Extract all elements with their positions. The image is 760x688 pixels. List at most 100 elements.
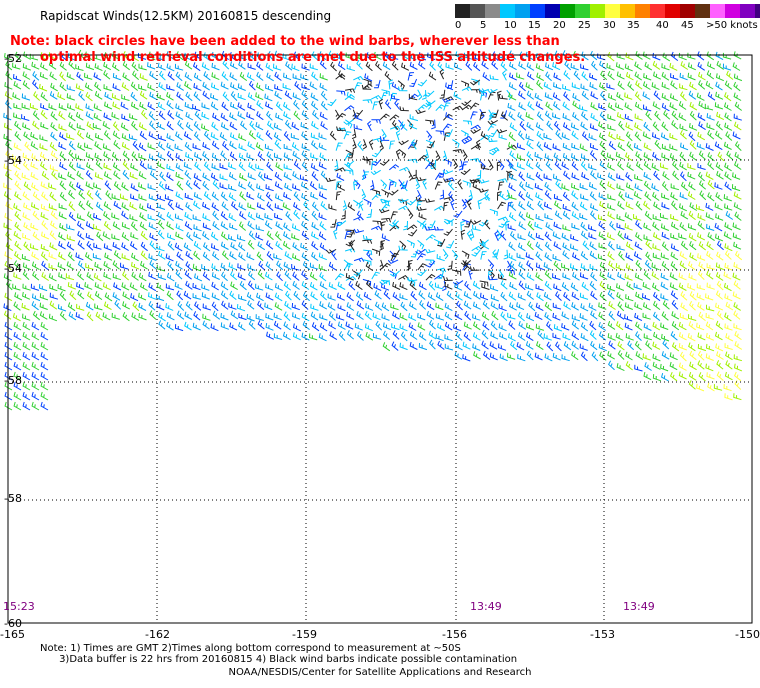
wind-barb — [139, 130, 148, 141]
wind-barb — [166, 321, 174, 331]
wind-barb — [352, 139, 357, 150]
wind-barb — [283, 172, 292, 181]
wind-barb — [85, 162, 94, 171]
wind-barb — [616, 363, 625, 372]
wind-barb — [239, 172, 248, 181]
wind-barb — [76, 123, 85, 131]
wind-barb — [336, 172, 345, 181]
wind-barb — [392, 219, 399, 230]
wind-barb — [535, 161, 543, 172]
wind-barb — [222, 141, 230, 151]
wind-barb — [535, 101, 544, 110]
wind-barb — [113, 250, 122, 260]
wind-barb — [643, 142, 652, 151]
wind-barb — [543, 201, 553, 210]
wind-barb — [85, 221, 94, 230]
wind-barb — [85, 263, 94, 270]
wind-barb — [284, 300, 292, 310]
wind-barb — [177, 301, 185, 311]
wind-barb — [212, 221, 220, 231]
wind-barb — [230, 101, 239, 110]
wind-barb — [671, 200, 678, 211]
wind-barb — [526, 240, 534, 251]
wind-barb — [552, 231, 561, 240]
wind-barb — [390, 270, 400, 277]
wind-barb — [371, 158, 382, 167]
wind-barb — [724, 293, 733, 302]
wind-barb — [247, 102, 256, 111]
wind-barb — [472, 301, 481, 310]
wind-barb — [157, 250, 166, 260]
wind-barb — [642, 81, 651, 90]
wind-barb — [615, 151, 624, 160]
wind-barb — [580, 83, 589, 91]
wind-barb — [392, 292, 401, 302]
wind-barb — [96, 231, 104, 242]
wind-barb — [544, 190, 552, 200]
wind-barb — [661, 71, 670, 81]
wind-barb — [23, 181, 32, 191]
wind-barb — [671, 311, 680, 320]
wind-barb — [167, 260, 175, 271]
wind-barb — [40, 161, 48, 171]
wind-barb — [166, 172, 174, 182]
wind-barb — [525, 82, 534, 91]
wind-barb — [439, 68, 445, 80]
wind-barb — [598, 103, 607, 111]
wind-barb — [104, 91, 113, 101]
wind-barb — [500, 61, 508, 71]
wind-barb — [707, 192, 715, 202]
wind-barb — [706, 122, 715, 131]
wind-barb — [311, 201, 319, 212]
wind-barb — [382, 322, 392, 331]
wind-barb — [338, 331, 346, 341]
wind-barb — [661, 152, 670, 161]
wind-barb — [325, 248, 337, 254]
wind-barb — [273, 122, 282, 131]
wind-barb — [230, 82, 239, 91]
wind-barb — [415, 196, 426, 202]
wind-barb — [687, 283, 696, 291]
wind-barb — [22, 401, 31, 411]
wind-barb — [589, 263, 598, 271]
wind-barb — [642, 131, 651, 140]
wind-barb — [715, 271, 724, 281]
wind-barb — [112, 162, 121, 172]
wind-barb — [536, 141, 544, 152]
wind-barb — [733, 121, 742, 131]
wind-barb — [589, 330, 597, 340]
wind-barb — [670, 233, 679, 240]
wind-barb — [679, 192, 688, 200]
wind-barb — [397, 86, 408, 92]
wind-barb — [526, 313, 535, 322]
wind-barb — [39, 143, 48, 151]
wind-barb — [337, 182, 346, 191]
wind-barb — [229, 140, 237, 150]
wind-barb — [228, 302, 237, 310]
wind-barb — [65, 273, 75, 281]
wind-barb — [652, 321, 661, 331]
wind-barb — [175, 131, 183, 141]
wind-barb — [239, 280, 247, 291]
wind-barb — [85, 170, 93, 180]
wind-barb — [724, 312, 732, 322]
wind-barb — [617, 341, 625, 351]
wind-barb — [301, 312, 310, 322]
wind-barb — [570, 234, 579, 242]
wind-barb — [86, 271, 94, 281]
wind-barb — [175, 111, 184, 121]
wind-barb — [570, 243, 579, 251]
warning-note-line-1: Note: black circles have been added to t… — [10, 34, 560, 49]
wind-barb — [192, 143, 201, 151]
wind-barb — [48, 182, 57, 190]
wind-barb — [59, 132, 67, 141]
wind-barb — [607, 320, 616, 330]
wind-barb — [292, 280, 300, 290]
wind-barb — [697, 253, 706, 261]
wind-barb — [14, 240, 22, 251]
wind-barb — [30, 161, 39, 170]
wind-barb — [456, 300, 463, 311]
wind-barb — [470, 79, 481, 86]
wind-barb — [715, 343, 724, 352]
wind-barb — [697, 301, 705, 311]
